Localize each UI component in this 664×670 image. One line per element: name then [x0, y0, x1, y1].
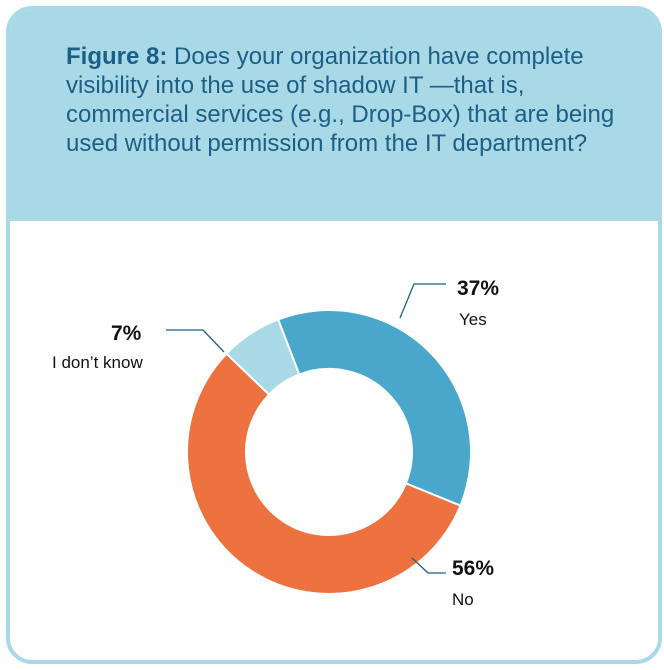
slice-label-no-percent: 56%: [452, 557, 494, 580]
donut-slices: [186, 309, 472, 595]
leader-line-no: [411, 557, 446, 574]
slice-label-yes-name: Yes: [459, 310, 487, 329]
slice-dont-know: [225, 318, 301, 396]
slice-label-no-name: No: [452, 590, 474, 609]
slice-label-yes-percent: 37%: [457, 277, 499, 300]
figure-card: Figure 8: Does your organization have co…: [6, 6, 662, 664]
slice-label-dontknow-name: I don’t know: [52, 353, 143, 372]
figure-number: Figure 8:: [66, 43, 168, 70]
figure-title: Figure 8: Does your organization have co…: [66, 42, 626, 158]
leader-line-dont-know: [166, 329, 225, 353]
figure-question: Does your organization have complete vis…: [66, 43, 615, 157]
slice-no: [186, 352, 462, 595]
slice-yes: [276, 309, 472, 507]
leader-line-yes: [399, 283, 446, 319]
slice-label-dontknow-percent: 7%: [111, 322, 142, 345]
figure-header: Figure 8: Does your organization have co…: [10, 10, 658, 221]
leader-lines: [166, 283, 446, 574]
